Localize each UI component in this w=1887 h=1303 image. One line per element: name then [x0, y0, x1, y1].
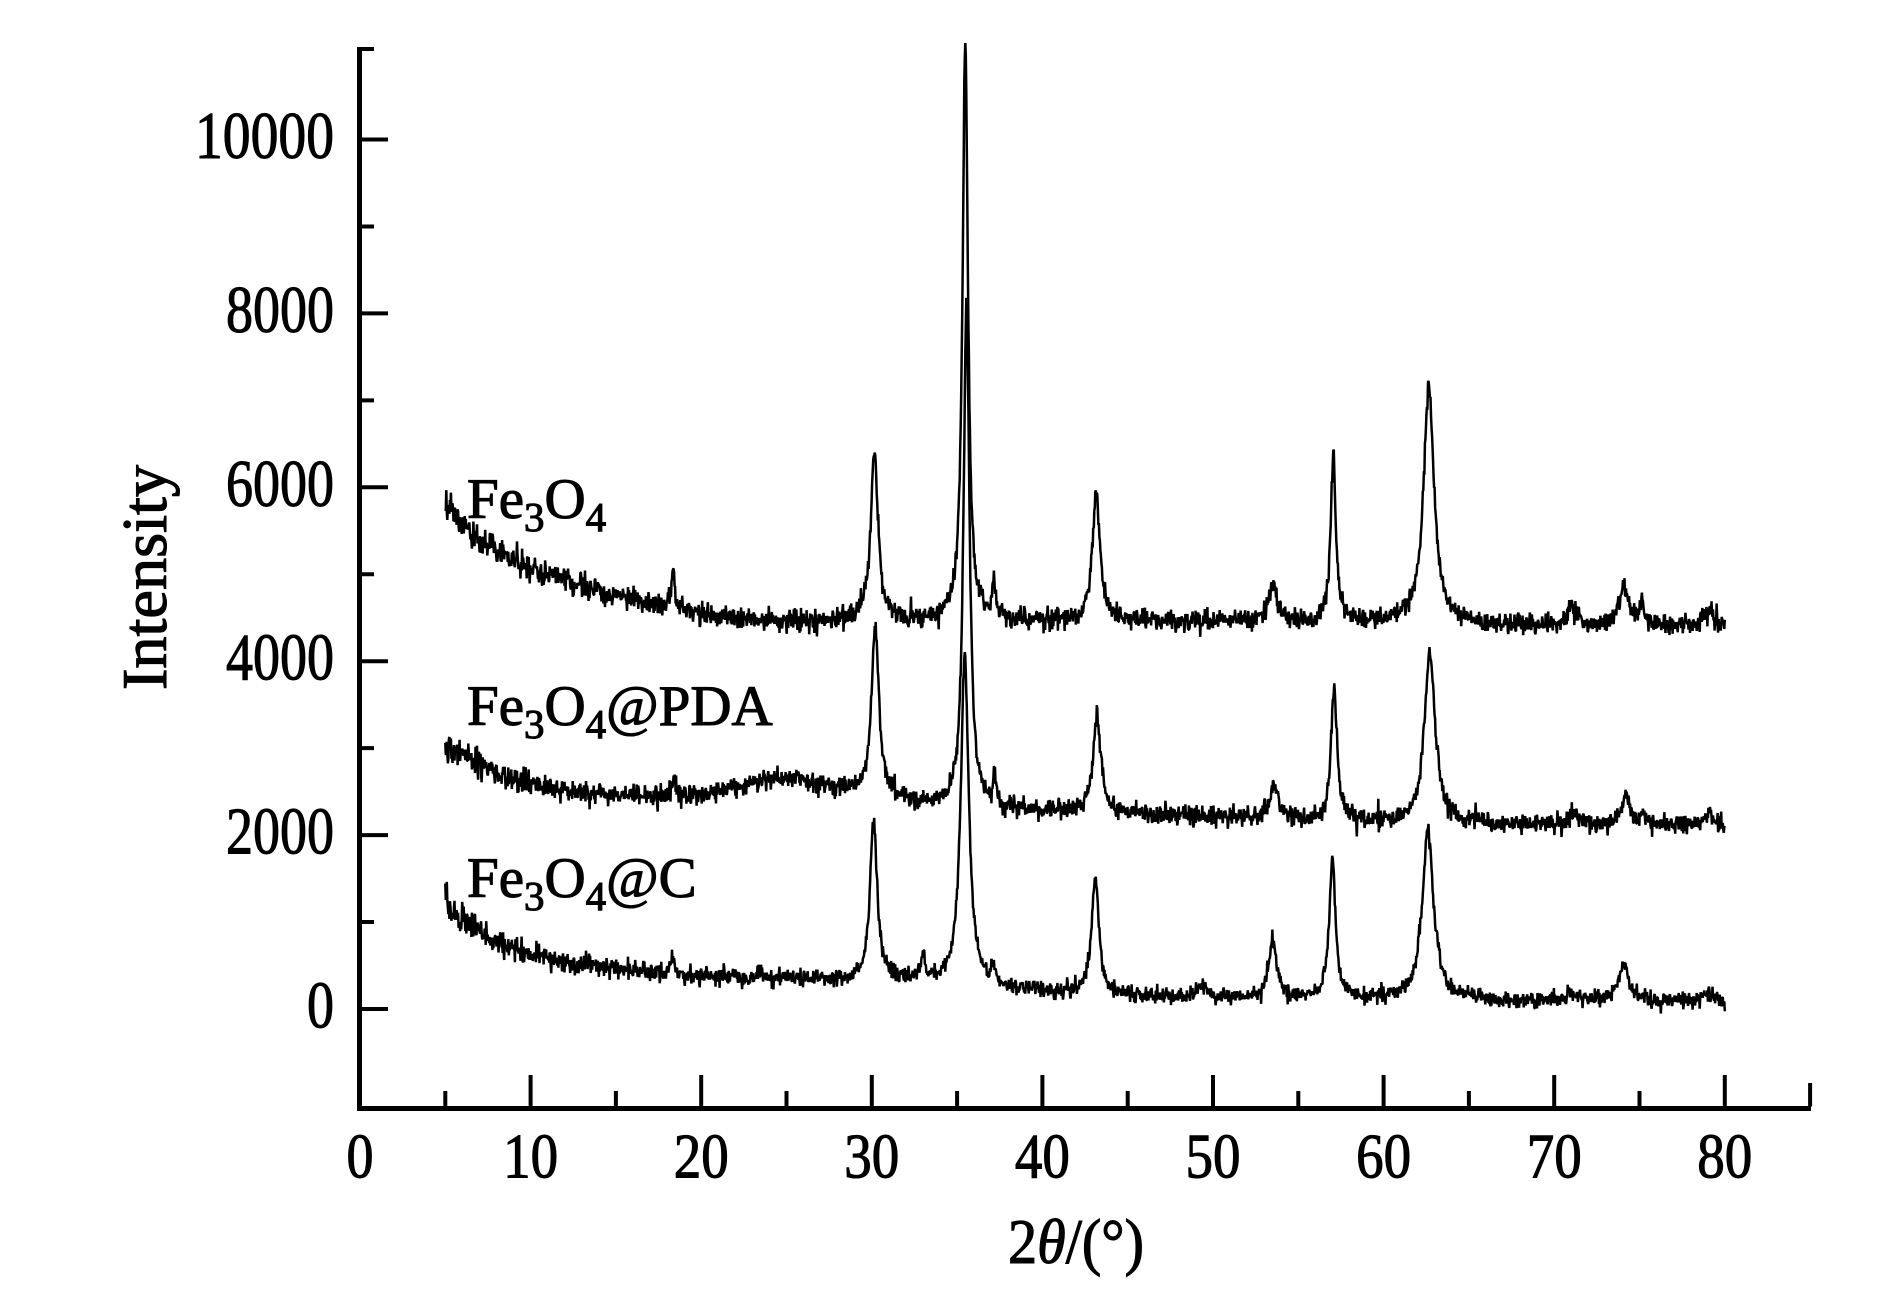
- svg-text:10: 10: [503, 1121, 558, 1192]
- svg-text:Fe3O4@C: Fe3O4@C: [467, 847, 697, 919]
- svg-text:0: 0: [307, 969, 334, 1043]
- svg-text:8000: 8000: [226, 273, 334, 347]
- svg-text:6000: 6000: [226, 447, 334, 521]
- svg-text:60: 60: [1356, 1121, 1411, 1192]
- svg-text:50: 50: [1186, 1121, 1241, 1192]
- svg-text:Intensity: Intensity: [109, 465, 180, 690]
- svg-text:40: 40: [1015, 1121, 1070, 1192]
- svg-text:20: 20: [674, 1121, 729, 1192]
- svg-text:30: 30: [844, 1121, 899, 1192]
- svg-text:80: 80: [1697, 1121, 1752, 1192]
- svg-text:4000: 4000: [226, 621, 334, 695]
- svg-text:2000: 2000: [226, 795, 334, 869]
- svg-text:70: 70: [1527, 1121, 1582, 1192]
- svg-text:0: 0: [347, 1121, 374, 1192]
- svg-text:Fe3O4: Fe3O4: [467, 468, 606, 540]
- svg-text:2θ/(°): 2θ/(°): [1008, 1207, 1144, 1277]
- svg-text:Fe3O4@PDA: Fe3O4@PDA: [467, 675, 773, 747]
- svg-text:10000: 10000: [195, 99, 334, 173]
